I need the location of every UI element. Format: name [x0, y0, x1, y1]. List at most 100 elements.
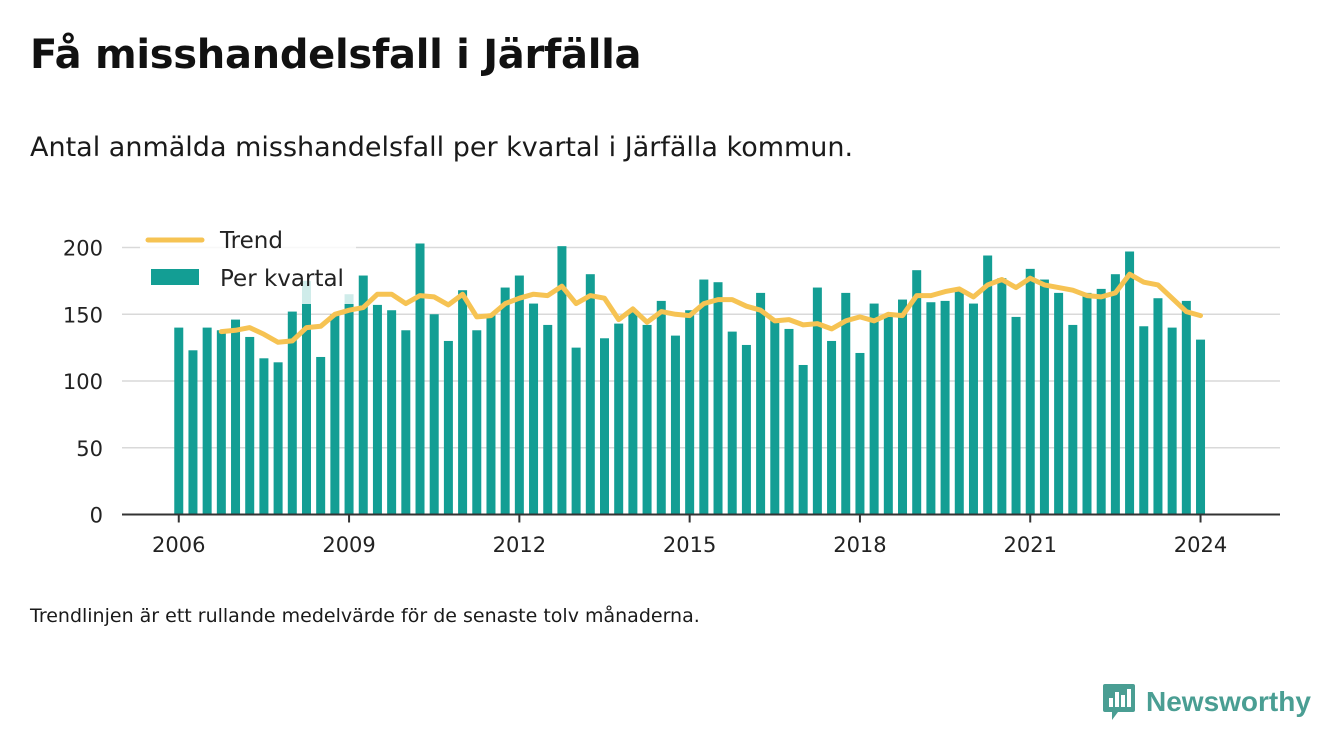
bar [372, 304, 382, 515]
bar [1025, 268, 1035, 515]
bar [1011, 316, 1021, 515]
bar [898, 299, 908, 515]
bar [387, 310, 397, 515]
bar [855, 352, 865, 515]
bar [827, 340, 837, 515]
legend-bar-swatch [151, 269, 199, 285]
bar [983, 255, 993, 515]
bar [472, 330, 482, 515]
bar [812, 287, 822, 515]
chart-area: 0 50 100 150 200 2006 2009 2012 2015 2018 2021 2024… [63, 222, 1280, 558]
bar [784, 328, 794, 515]
bar [1153, 298, 1163, 515]
bar [1082, 292, 1092, 515]
x-tick-label: 2024 [1174, 533, 1227, 557]
legend-bar-label: Per kvartal [220, 266, 344, 292]
bar [202, 327, 212, 515]
bar [656, 300, 666, 515]
bar [401, 330, 411, 515]
bar [415, 243, 425, 515]
bar [557, 246, 567, 515]
bar [216, 330, 226, 515]
bar [443, 340, 453, 515]
bar [798, 364, 808, 515]
brand-name: Newsworthy [1146, 686, 1311, 717]
x-tick-label: 2012 [493, 533, 546, 557]
bar [1167, 327, 1177, 515]
y-tick-label: 0 [90, 504, 103, 528]
bar [344, 294, 354, 515]
bar [997, 278, 1007, 515]
x-tick-label: 2009 [322, 533, 375, 557]
bar [330, 314, 340, 515]
legend-trend-label: Trend [219, 228, 283, 254]
bar [642, 324, 652, 515]
bar [614, 323, 624, 515]
y-tick-label: 50 [76, 437, 103, 461]
bar [713, 282, 723, 515]
bar [301, 280, 311, 515]
bar [756, 292, 766, 515]
axis-ticks: 0 50 100 150 200 2006 2009 2012 2015 2018 2021 2024 [63, 237, 1227, 558]
bar [869, 303, 879, 515]
newsworthy-icon [1103, 684, 1135, 720]
bar [1181, 300, 1191, 515]
bar [926, 302, 936, 515]
bar [585, 274, 595, 515]
bar [1196, 339, 1206, 515]
bar [514, 275, 524, 515]
bar [841, 292, 851, 515]
bar [358, 275, 368, 515]
bar [1096, 288, 1106, 515]
bar [429, 314, 439, 515]
bar [883, 316, 893, 515]
bar [727, 331, 737, 515]
bar [571, 347, 581, 515]
bar [1054, 292, 1064, 515]
bar [741, 344, 751, 515]
x-tick-label: 2021 [1004, 533, 1057, 557]
bar [968, 303, 978, 515]
bar [699, 279, 709, 515]
bar [500, 287, 510, 515]
y-tick-label: 200 [63, 237, 103, 261]
bar [912, 270, 922, 515]
bar [316, 356, 326, 515]
bar [543, 324, 553, 515]
bar [600, 338, 609, 515]
bar [1068, 324, 1078, 515]
bar [954, 290, 964, 515]
x-tick-label: 2018 [833, 533, 886, 557]
bar [245, 336, 255, 515]
bar [259, 358, 269, 515]
bar [1110, 274, 1120, 515]
bar [174, 327, 184, 515]
newsworthy-logo: Newsworthy [1102, 682, 1311, 722]
bar [1039, 279, 1049, 515]
bar-series [174, 243, 1206, 515]
bar [486, 314, 496, 515]
bar [188, 350, 198, 515]
bar [458, 290, 468, 515]
x-tick-label: 2015 [663, 533, 716, 557]
legend-background [140, 222, 356, 304]
bar [287, 311, 297, 515]
x-tick-label: 2006 [152, 533, 205, 557]
y-tick-label: 100 [63, 370, 103, 394]
bar [273, 362, 283, 515]
chart-title: Få misshandelsfall i Järfälla [30, 32, 642, 78]
bar [670, 335, 680, 515]
bar [1139, 326, 1149, 515]
bar [770, 319, 780, 515]
trend-line [218, 271, 1203, 345]
bar [231, 319, 241, 515]
bar [628, 310, 638, 515]
footnote: Trendlinjen är ett rullande medelvärde f… [30, 605, 700, 627]
bar [940, 300, 950, 515]
y-tick-label: 150 [63, 303, 103, 327]
bar [529, 303, 539, 515]
legend: Trend Per kvartal [140, 222, 356, 304]
bar [685, 310, 695, 515]
chart-subtitle: Antal anmälda misshandelsfall per kvarta… [30, 132, 854, 163]
bar [1125, 251, 1135, 515]
